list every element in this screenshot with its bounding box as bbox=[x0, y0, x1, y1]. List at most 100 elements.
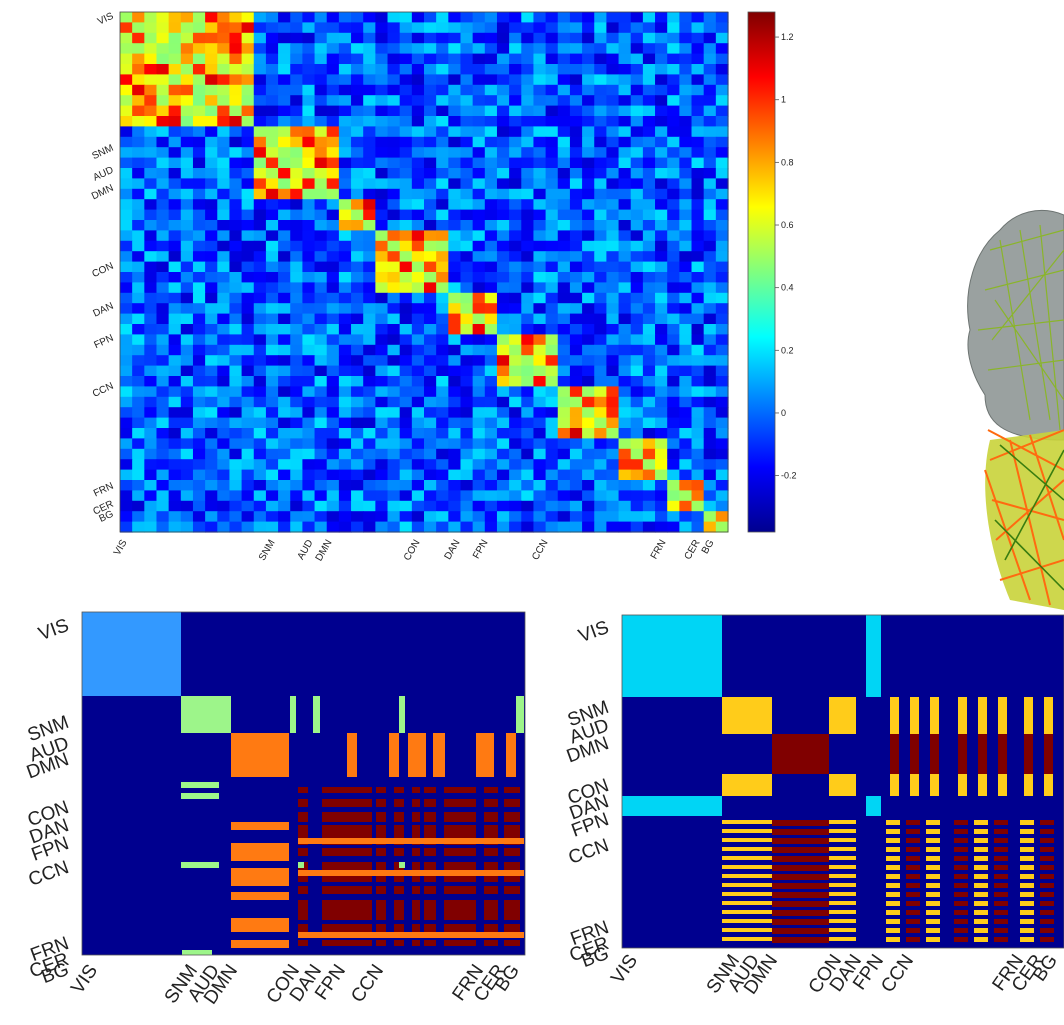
module-block bbox=[322, 940, 372, 946]
heatmap-cell bbox=[387, 157, 401, 169]
module-block bbox=[954, 937, 968, 942]
x-tick-label: VIS bbox=[607, 951, 642, 988]
heatmap-cell bbox=[496, 53, 510, 65]
heatmap-cell bbox=[655, 282, 668, 294]
heatmap-cell bbox=[205, 209, 218, 221]
heatmap-cell bbox=[509, 448, 522, 460]
heatmap-cell bbox=[545, 251, 559, 263]
heatmap-cell bbox=[679, 386, 693, 398]
heatmap-cell bbox=[496, 116, 510, 127]
heatmap-cell bbox=[484, 157, 498, 169]
heatmap-cell bbox=[472, 396, 486, 408]
heatmap-cell bbox=[521, 74, 535, 86]
heatmap-cell bbox=[424, 53, 437, 65]
heatmap-cell bbox=[229, 105, 243, 117]
heatmap-cell bbox=[411, 490, 425, 502]
heatmap-cell bbox=[703, 43, 717, 55]
heatmap-cell bbox=[351, 251, 364, 263]
heatmap-cell bbox=[229, 95, 243, 107]
heatmap-cell bbox=[326, 376, 340, 387]
heatmap-cell bbox=[351, 282, 364, 294]
module-block bbox=[722, 883, 772, 887]
heatmap-cell bbox=[521, 220, 535, 231]
heatmap-cell bbox=[460, 84, 474, 96]
heatmap-cell bbox=[387, 95, 401, 107]
heatmap-cell bbox=[582, 396, 595, 408]
heatmap-cell bbox=[618, 448, 632, 460]
heatmap-cell bbox=[691, 272, 705, 283]
heatmap-cell bbox=[448, 438, 462, 450]
heatmap-cell bbox=[132, 22, 145, 34]
heatmap-cell bbox=[351, 188, 364, 200]
heatmap-cell bbox=[569, 396, 583, 408]
heatmap-cell bbox=[594, 272, 607, 283]
heatmap-cell bbox=[533, 12, 547, 23]
heatmap-cell bbox=[642, 376, 656, 387]
heatmap-cell bbox=[290, 407, 303, 419]
x-tick-label: DAN bbox=[443, 538, 463, 562]
heatmap-cell bbox=[338, 438, 352, 450]
heatmap-cell bbox=[229, 344, 243, 356]
heatmap-cell bbox=[618, 168, 632, 179]
heatmap-cell bbox=[132, 240, 145, 252]
heatmap-cell bbox=[314, 116, 328, 127]
heatmap-cell bbox=[351, 365, 364, 377]
module-block bbox=[998, 734, 1007, 774]
module-block bbox=[926, 928, 940, 933]
heatmap-cell bbox=[691, 64, 705, 75]
heatmap-cell bbox=[496, 459, 510, 471]
heatmap-cell bbox=[521, 116, 535, 127]
module-block bbox=[1040, 829, 1054, 834]
heatmap-cell bbox=[156, 344, 170, 356]
heatmap-cell bbox=[229, 459, 243, 471]
heatmap-cell bbox=[655, 84, 668, 96]
heatmap-cell bbox=[533, 511, 547, 523]
module-block bbox=[484, 874, 498, 882]
heatmap-cell bbox=[399, 292, 413, 304]
heatmap-cell bbox=[363, 407, 376, 419]
heatmap-cell bbox=[655, 334, 668, 346]
heatmap-cell bbox=[679, 178, 693, 190]
heatmap-cell bbox=[642, 261, 656, 273]
heatmap-cell bbox=[509, 251, 522, 263]
heatmap-cell bbox=[229, 199, 243, 211]
heatmap-cell bbox=[703, 386, 717, 398]
heatmap-cell bbox=[691, 438, 705, 450]
heatmap-cell bbox=[168, 376, 182, 387]
heatmap-cell bbox=[557, 303, 571, 315]
heatmap-cell bbox=[618, 344, 632, 356]
heatmap-cell bbox=[448, 511, 462, 523]
heatmap-cell bbox=[594, 324, 607, 335]
module-block bbox=[322, 886, 372, 894]
heatmap-cell bbox=[168, 480, 182, 491]
heatmap-cell bbox=[424, 147, 437, 159]
heatmap-cell bbox=[180, 240, 194, 252]
heatmap-cell bbox=[703, 261, 717, 273]
module-block bbox=[412, 787, 420, 793]
heatmap-cell bbox=[192, 157, 206, 169]
heatmap-cell bbox=[241, 365, 255, 377]
heatmap-cell bbox=[642, 500, 656, 512]
heatmap-cell bbox=[436, 511, 449, 523]
heatmap-cell bbox=[205, 500, 218, 512]
heatmap-cell bbox=[351, 32, 364, 44]
heatmap-cell bbox=[642, 396, 656, 408]
heatmap-cell bbox=[278, 417, 291, 429]
module-block bbox=[444, 862, 476, 870]
heatmap-cell bbox=[691, 157, 705, 169]
heatmap-cell bbox=[375, 220, 389, 231]
module-block bbox=[974, 856, 988, 861]
heatmap-cell bbox=[156, 220, 170, 231]
module-block bbox=[906, 829, 920, 834]
module-block bbox=[906, 937, 920, 942]
heatmap-cell bbox=[314, 74, 328, 86]
heatmap-cell bbox=[156, 272, 170, 283]
module-block bbox=[886, 892, 900, 897]
heatmap-cell bbox=[217, 116, 231, 127]
heatmap-cell bbox=[411, 32, 425, 44]
module-block bbox=[231, 940, 289, 948]
heatmap-cell bbox=[569, 240, 583, 252]
heatmap-cell bbox=[168, 396, 182, 408]
heatmap-cell bbox=[472, 105, 486, 117]
heatmap-cell bbox=[265, 521, 279, 533]
